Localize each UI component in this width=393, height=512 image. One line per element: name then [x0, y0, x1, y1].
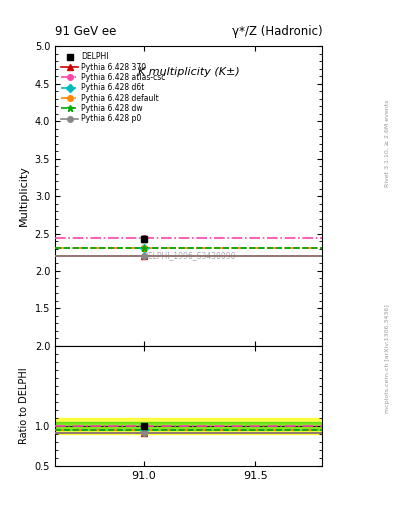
Text: 91 GeV ee: 91 GeV ee	[55, 26, 116, 38]
Bar	[55, 422, 322, 430]
Legend: DELPHI, Pythia 6.428 370, Pythia 6.428 atlas-csc, Pythia 6.428 d6t, Pythia 6.428: DELPHI, Pythia 6.428 370, Pythia 6.428 a…	[59, 50, 168, 126]
Text: γ*/Z (Hadronic): γ*/Z (Hadronic)	[231, 26, 322, 38]
Text: DELPHI_1996_S3430090: DELPHI_1996_S3430090	[142, 251, 235, 261]
Bar	[55, 418, 322, 434]
Text: Rivet 3.1.10, ≥ 2.6M events: Rivet 3.1.10, ≥ 2.6M events	[385, 100, 389, 187]
Y-axis label: Multiplicity: Multiplicity	[19, 165, 29, 226]
Y-axis label: Ratio to DELPHI: Ratio to DELPHI	[19, 368, 29, 444]
Text: K multiplicity (K±): K multiplicity (K±)	[138, 67, 239, 77]
Text: mcplots.cern.ch [arXiv:1306.3436]: mcplots.cern.ch [arXiv:1306.3436]	[385, 304, 389, 413]
